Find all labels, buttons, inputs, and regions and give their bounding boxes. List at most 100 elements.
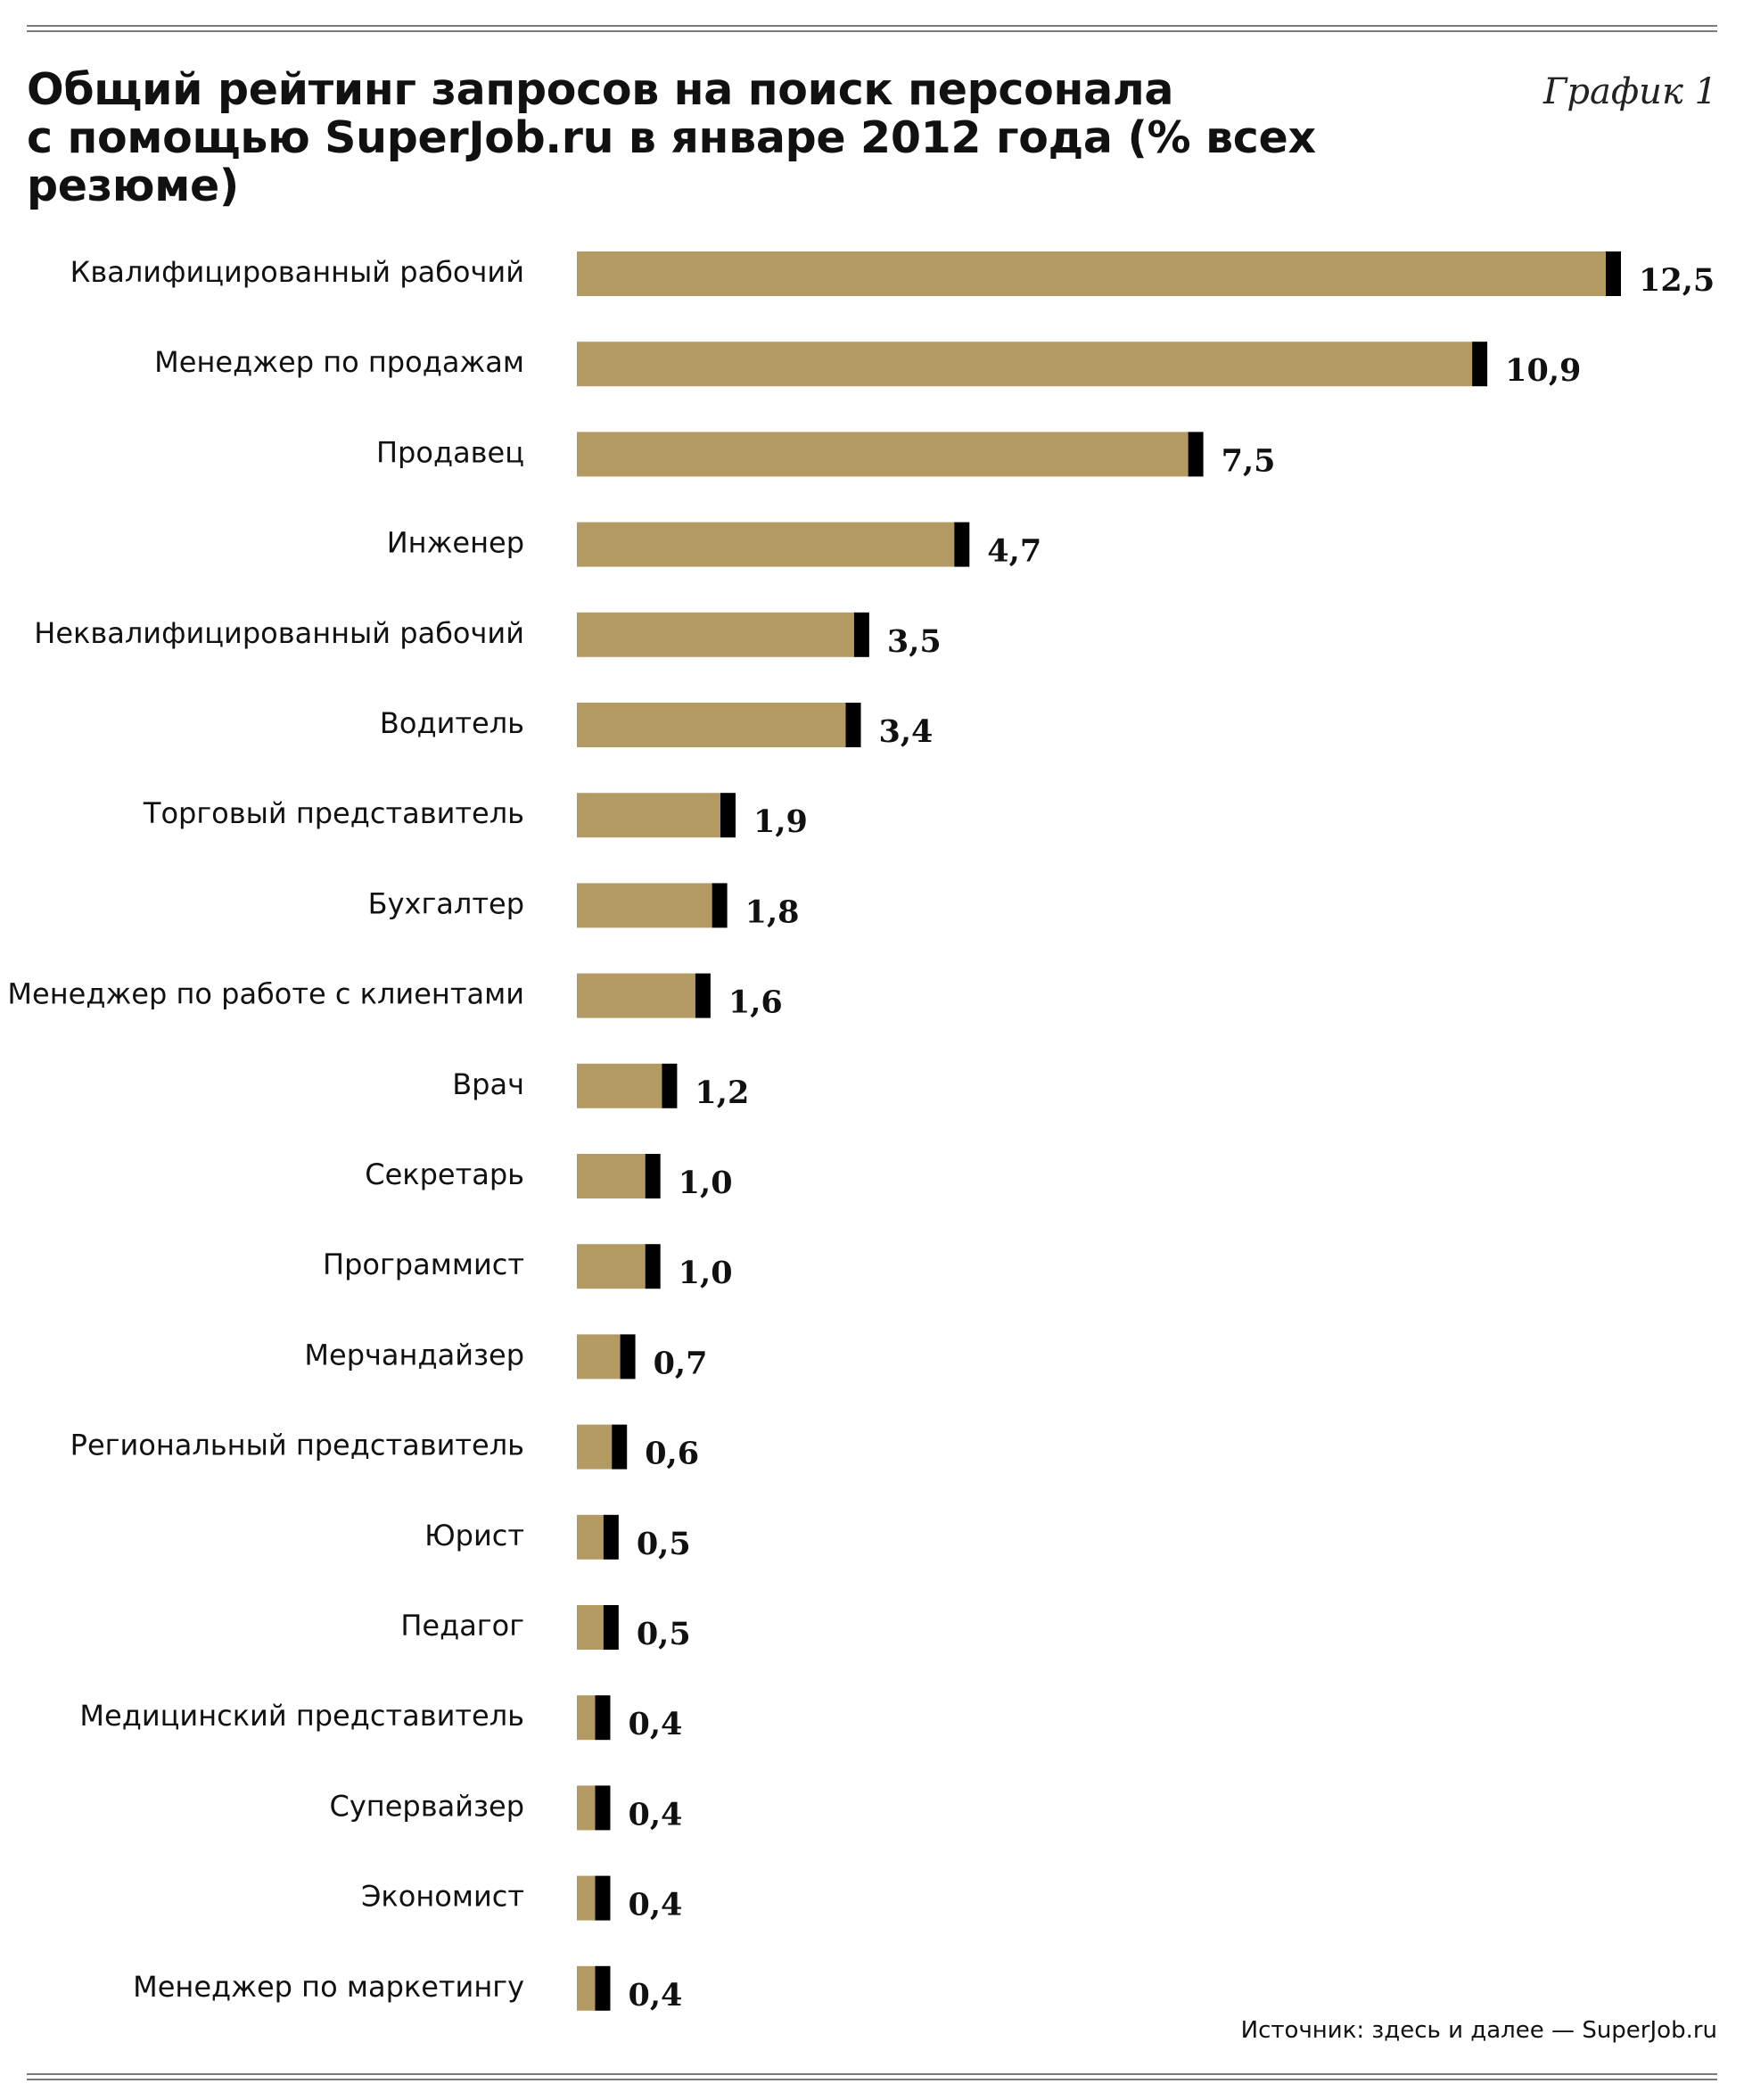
figure-label: График 1 xyxy=(1542,71,1717,112)
bar-end-cap xyxy=(603,1605,619,1650)
source-note: Источник: здесь и далее — SuperJob.ru xyxy=(1240,2017,1717,2044)
bar-row: Квалифицированный рабочий 12,5 xyxy=(70,251,1715,299)
bar-row: Торговый представитель 1,9 xyxy=(143,793,808,840)
bar-row: Бухгалтер 1,8 xyxy=(368,883,800,930)
value-label: 1,2 xyxy=(695,1075,749,1111)
bar xyxy=(577,1875,596,1921)
category-label: Бухгалтер xyxy=(368,886,524,920)
bar-end-cap xyxy=(954,522,970,567)
category-label: Инженер xyxy=(387,526,524,560)
category-label: Супервайзер xyxy=(330,1789,524,1823)
bar xyxy=(577,612,854,657)
category-label: Менеджер по маркетингу xyxy=(133,1970,524,2004)
category-label: Продавец xyxy=(376,435,524,469)
value-label: 1,0 xyxy=(679,1255,733,1291)
top-rule-outer xyxy=(27,25,1717,27)
category-label: Менеджер по работе с клиентами xyxy=(7,977,524,1011)
category-label: Квалифицированный рабочий xyxy=(70,255,524,289)
value-label: 0,4 xyxy=(628,1796,682,1832)
value-label: 0,4 xyxy=(628,1977,682,2014)
bar-row: Менеджер по маркетингу 0,4 xyxy=(133,1965,682,2014)
value-label: 0,5 xyxy=(637,1616,691,1652)
bar-row: Педагог 0,5 xyxy=(400,1605,691,1652)
bar-row: Супервайзер 0,4 xyxy=(330,1785,682,1832)
category-label: Экономист xyxy=(361,1880,524,1914)
value-label: 1,0 xyxy=(679,1165,733,1201)
bar-end-cap xyxy=(612,1424,628,1470)
value-label: 12,5 xyxy=(1639,262,1715,299)
bar xyxy=(577,251,1606,296)
bar xyxy=(577,432,1189,477)
bar-row: Секретарь 1,0 xyxy=(365,1154,733,1201)
value-label: 1,8 xyxy=(745,894,800,930)
category-label: Врач xyxy=(452,1067,524,1101)
category-label: Юрист xyxy=(424,1519,524,1552)
bar-end-cap xyxy=(595,1695,611,1741)
category-label: Региональный представитель xyxy=(70,1429,524,1462)
value-label: 7,5 xyxy=(1222,442,1276,479)
bar-row: Водитель 3,4 xyxy=(380,703,934,750)
bar-row: Менеджер по продажам 10,9 xyxy=(154,342,1581,389)
bar-end-cap xyxy=(1188,432,1204,477)
value-label: 1,9 xyxy=(753,803,808,840)
bar-end-cap xyxy=(845,703,861,747)
bar xyxy=(577,1965,596,2011)
bar-row: Медицинский представитель 0,4 xyxy=(79,1695,682,1742)
value-label: 0,4 xyxy=(628,1706,682,1742)
bar xyxy=(577,973,695,1018)
category-label: Неквалифицированный рабочий xyxy=(34,616,524,650)
chart-title: Общий рейтинг запросов на поиск персонал… xyxy=(27,64,1316,211)
bottom-rule-inner xyxy=(27,2079,1717,2080)
bar-end-cap xyxy=(720,793,736,838)
bar-end-cap xyxy=(645,1154,661,1198)
bar-end-cap xyxy=(645,1244,661,1289)
value-label: 4,7 xyxy=(987,533,1041,570)
bar xyxy=(577,1244,646,1289)
bar-chart: Квалифицированный рабочий 12,5 Менеджер по… xyxy=(7,251,1715,2014)
bar xyxy=(577,1424,613,1470)
bar-row: Программист 1,0 xyxy=(323,1244,733,1291)
category-label: Торговый представитель xyxy=(143,796,524,830)
bar-end-cap xyxy=(1472,342,1488,387)
bottom-rule-outer xyxy=(27,2073,1717,2075)
bar xyxy=(577,1063,662,1108)
bar xyxy=(577,522,955,567)
value-label: 10,9 xyxy=(1505,352,1581,389)
category-label: Секретарь xyxy=(365,1157,524,1191)
bar xyxy=(577,1334,621,1379)
bar-row: Инженер 4,7 xyxy=(387,522,1041,570)
category-label: Водитель xyxy=(380,706,524,740)
bar xyxy=(577,1695,596,1741)
bar-end-cap xyxy=(662,1063,678,1108)
value-label: 3,4 xyxy=(879,713,934,750)
bar-end-cap xyxy=(620,1334,636,1379)
value-label: 0,4 xyxy=(628,1887,682,1923)
value-label: 0,6 xyxy=(645,1436,699,1472)
bar-end-cap xyxy=(1606,251,1621,296)
category-label: Менеджер по продажам xyxy=(154,345,524,379)
category-label: Мерчандайзер xyxy=(304,1338,524,1371)
bar-row: Экономист 0,4 xyxy=(361,1875,682,1923)
bar xyxy=(577,342,1473,387)
bar-row: Мерчандайзер 0,7 xyxy=(304,1334,707,1381)
bar-row: Врач 1,2 xyxy=(452,1063,749,1111)
bar xyxy=(577,1514,604,1560)
bar xyxy=(577,703,846,747)
value-label: 0,7 xyxy=(654,1345,708,1381)
value-label: 0,5 xyxy=(637,1526,691,1562)
bar-end-cap xyxy=(712,883,728,928)
bar-row: Юрист 0,5 xyxy=(424,1514,691,1562)
bar xyxy=(577,1605,604,1650)
category-label: Программист xyxy=(323,1248,524,1281)
top-rule-inner xyxy=(27,30,1717,32)
bar-end-cap xyxy=(853,612,869,657)
category-label: Медицинский представитель xyxy=(79,1699,524,1733)
bar xyxy=(577,793,720,838)
bar-row: Региональный представитель 0,6 xyxy=(70,1424,699,1472)
value-label: 3,5 xyxy=(887,623,942,660)
bar-end-cap xyxy=(595,1875,611,1921)
bar-row: Продавец 7,5 xyxy=(376,432,1276,479)
bar-end-cap xyxy=(695,973,711,1018)
bar xyxy=(577,1785,596,1831)
bar-row: Неквалифицированный рабочий 3,5 xyxy=(34,612,942,660)
